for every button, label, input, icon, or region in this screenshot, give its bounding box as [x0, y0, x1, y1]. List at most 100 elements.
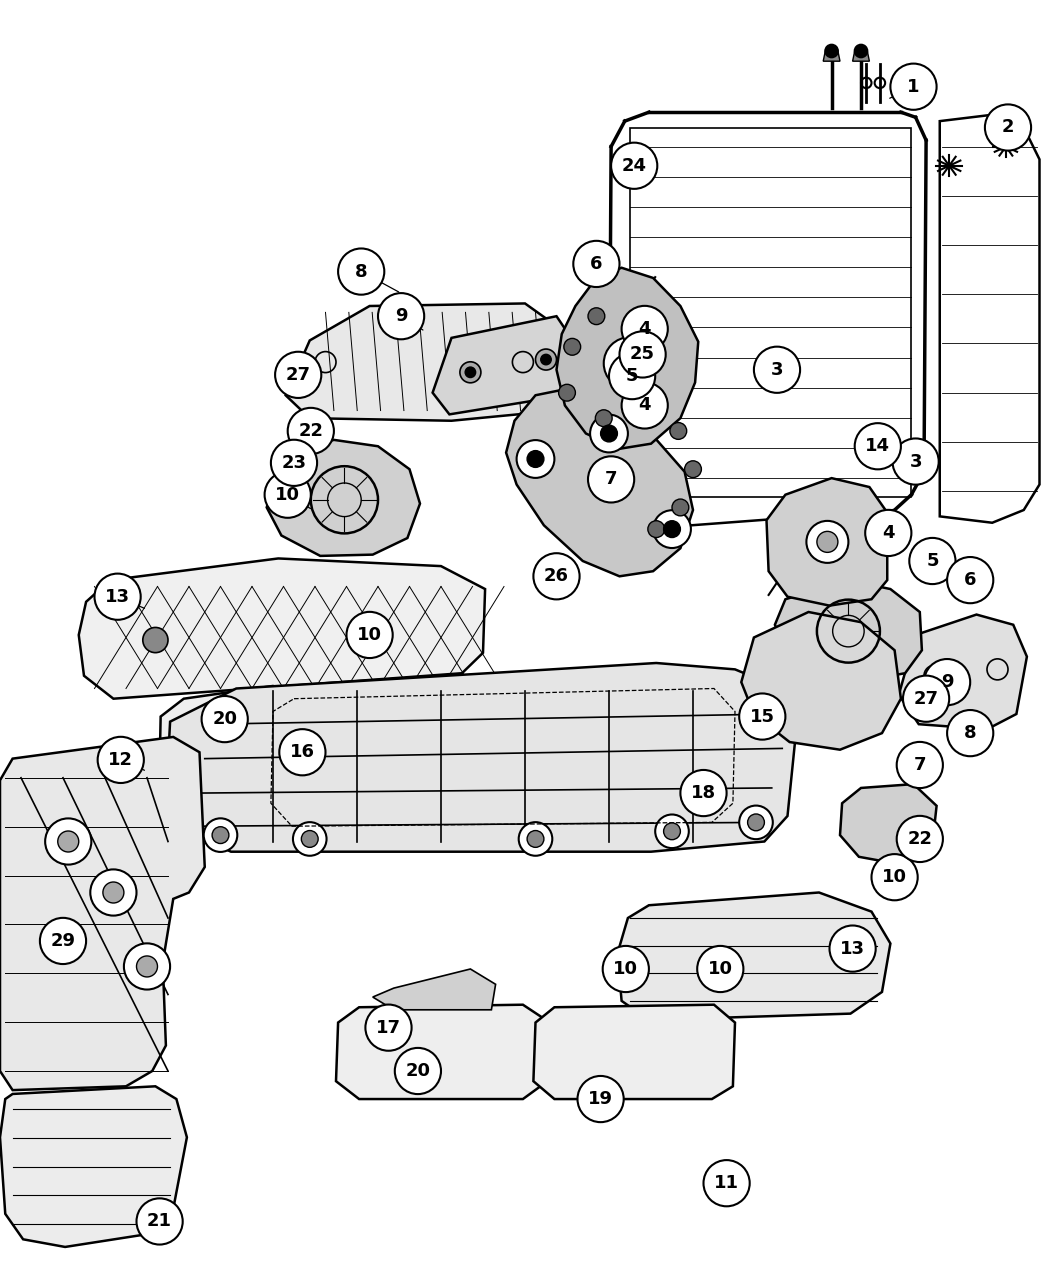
Polygon shape	[556, 268, 698, 449]
Circle shape	[460, 362, 481, 382]
Polygon shape	[741, 612, 901, 750]
Circle shape	[265, 472, 311, 518]
Polygon shape	[775, 580, 922, 681]
Circle shape	[279, 729, 326, 775]
Circle shape	[536, 349, 556, 370]
Text: 3: 3	[771, 361, 783, 379]
Circle shape	[655, 815, 689, 848]
Circle shape	[609, 353, 655, 399]
Circle shape	[143, 627, 168, 653]
Polygon shape	[840, 784, 937, 864]
Text: 11: 11	[714, 1174, 739, 1192]
Circle shape	[588, 456, 634, 502]
Circle shape	[136, 956, 158, 977]
Circle shape	[739, 694, 785, 739]
Text: 21: 21	[147, 1213, 172, 1230]
Circle shape	[697, 946, 743, 992]
Text: 27: 27	[286, 366, 311, 384]
Text: 10: 10	[357, 626, 382, 644]
Circle shape	[680, 770, 727, 816]
Circle shape	[648, 520, 665, 538]
Text: 7: 7	[914, 756, 926, 774]
Text: 19: 19	[588, 1090, 613, 1108]
Text: 20: 20	[405, 1062, 430, 1080]
Text: 2: 2	[1002, 119, 1014, 136]
Circle shape	[395, 1048, 441, 1094]
Text: 4: 4	[638, 397, 651, 414]
Polygon shape	[79, 558, 485, 699]
Text: 13: 13	[105, 588, 130, 606]
Text: 24: 24	[622, 157, 647, 175]
Polygon shape	[286, 303, 563, 421]
Circle shape	[588, 307, 605, 325]
Circle shape	[288, 408, 334, 454]
Circle shape	[103, 882, 124, 903]
Circle shape	[40, 918, 86, 964]
Text: 22: 22	[907, 830, 932, 848]
Text: 14: 14	[865, 437, 890, 455]
Circle shape	[338, 249, 384, 295]
Circle shape	[825, 45, 838, 57]
Text: 10: 10	[882, 868, 907, 886]
Polygon shape	[336, 1005, 546, 1099]
Polygon shape	[823, 51, 840, 61]
Circle shape	[947, 710, 993, 756]
Text: 22: 22	[298, 422, 323, 440]
Text: 18: 18	[691, 784, 716, 802]
Circle shape	[754, 347, 800, 393]
Circle shape	[301, 830, 318, 848]
Circle shape	[622, 382, 668, 428]
Circle shape	[564, 338, 581, 356]
Circle shape	[533, 553, 580, 599]
Polygon shape	[0, 737, 205, 1090]
Circle shape	[519, 822, 552, 856]
Circle shape	[704, 1160, 750, 1206]
Circle shape	[94, 574, 141, 620]
Circle shape	[670, 422, 687, 440]
Circle shape	[947, 557, 993, 603]
Circle shape	[603, 946, 649, 992]
Circle shape	[855, 423, 901, 469]
Circle shape	[604, 337, 656, 390]
Text: 25: 25	[630, 346, 655, 363]
Circle shape	[204, 819, 237, 852]
Circle shape	[590, 414, 628, 453]
Circle shape	[664, 520, 680, 538]
Circle shape	[739, 806, 773, 839]
Circle shape	[664, 822, 680, 840]
Polygon shape	[373, 969, 496, 1010]
Circle shape	[527, 830, 544, 848]
Circle shape	[90, 870, 136, 915]
Text: 7: 7	[605, 470, 617, 488]
Polygon shape	[853, 51, 869, 61]
Text: 16: 16	[290, 743, 315, 761]
Circle shape	[855, 45, 867, 57]
Circle shape	[595, 409, 612, 427]
Polygon shape	[0, 1086, 187, 1247]
Circle shape	[892, 439, 939, 484]
Circle shape	[617, 351, 643, 376]
Text: 8: 8	[964, 724, 977, 742]
Polygon shape	[160, 686, 299, 783]
Text: 13: 13	[840, 940, 865, 958]
Circle shape	[45, 819, 91, 864]
Text: 8: 8	[355, 263, 368, 280]
Circle shape	[830, 926, 876, 972]
Circle shape	[748, 813, 764, 831]
Text: 29: 29	[50, 932, 76, 950]
Circle shape	[865, 510, 911, 556]
Text: 1: 1	[907, 78, 920, 96]
Circle shape	[58, 831, 79, 852]
Text: 17: 17	[376, 1019, 401, 1037]
Circle shape	[924, 659, 970, 705]
Polygon shape	[267, 440, 420, 556]
Circle shape	[365, 1005, 412, 1051]
Circle shape	[640, 399, 657, 417]
Circle shape	[890, 64, 937, 110]
Circle shape	[578, 1076, 624, 1122]
Text: 6: 6	[964, 571, 977, 589]
Circle shape	[275, 352, 321, 398]
Circle shape	[872, 854, 918, 900]
Circle shape	[378, 293, 424, 339]
Circle shape	[620, 332, 666, 377]
